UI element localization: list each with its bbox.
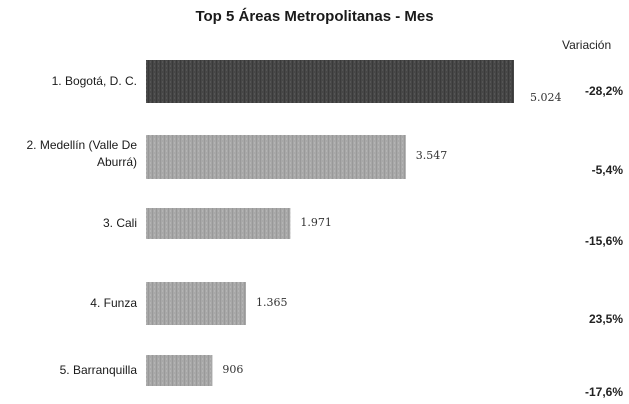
category-label-1: 1. Bogotá, D. C. xyxy=(51,73,137,88)
bar-3 xyxy=(146,208,291,239)
bar-4 xyxy=(146,282,246,325)
category-label-3: 3. Cali xyxy=(102,215,137,230)
value-label-5: 906 xyxy=(222,362,244,376)
variation-label-2: -5,4% xyxy=(591,163,623,177)
bar-1 xyxy=(146,60,514,103)
bar-2 xyxy=(146,135,406,179)
bar-5 xyxy=(146,355,213,386)
value-label-2: 3.547 xyxy=(415,149,448,162)
category-label-5: 5. Barranquilla xyxy=(59,362,137,377)
category-label-4: 4. Funza xyxy=(90,295,137,310)
value-label-4: 1.365 xyxy=(255,295,288,309)
value-label-1: 5.024 xyxy=(530,90,562,104)
variation-header: Variación xyxy=(562,38,612,52)
category-label-2: 2. Medellín (Valle De Aburrá) xyxy=(26,138,138,169)
variation-label-1: -28,2% xyxy=(584,84,623,98)
variation-label-4: 23,5% xyxy=(588,312,623,326)
value-label-3: 1.971 xyxy=(300,215,332,229)
variation-label-5: -17,6% xyxy=(584,385,623,399)
variation-label-3: -15,6% xyxy=(584,234,623,248)
chart-title: Top 5 Áreas Metropolitanas - Mes xyxy=(195,8,434,25)
